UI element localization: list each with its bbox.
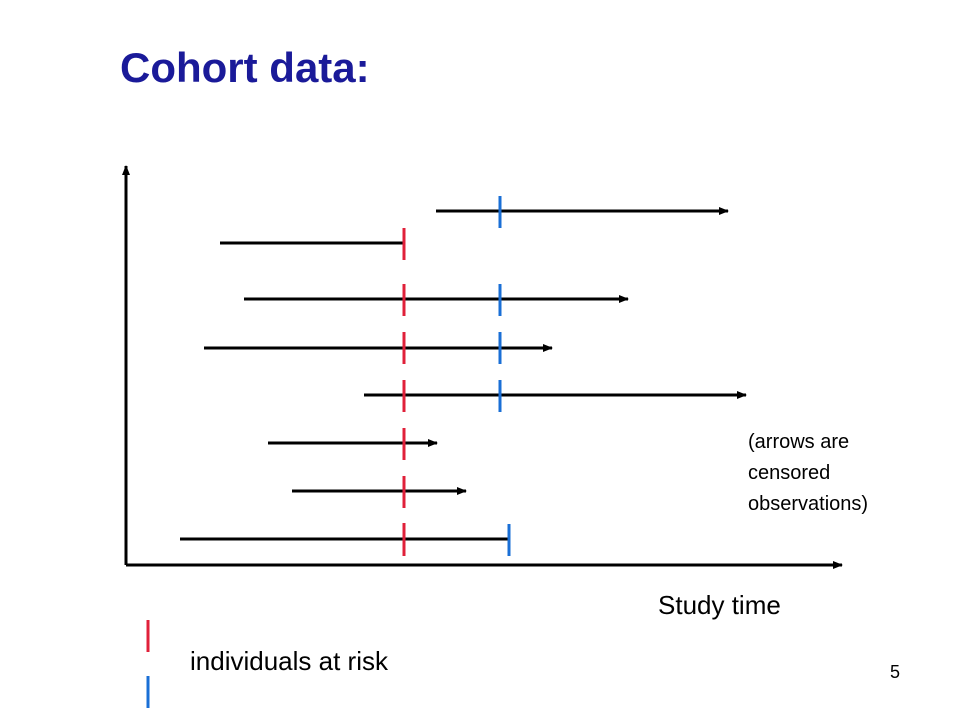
note-line: observations) xyxy=(748,493,869,515)
note-line: (arrows are xyxy=(748,431,850,453)
legend-label: individuals at risk xyxy=(190,646,388,676)
x-axis-label: Study time xyxy=(658,590,781,620)
page-number: 5 xyxy=(890,662,901,682)
censoring-note: (arrows are censored observations) xyxy=(748,427,938,520)
note-line: censored xyxy=(748,462,831,484)
slide-title: Cohort data: xyxy=(120,44,370,91)
